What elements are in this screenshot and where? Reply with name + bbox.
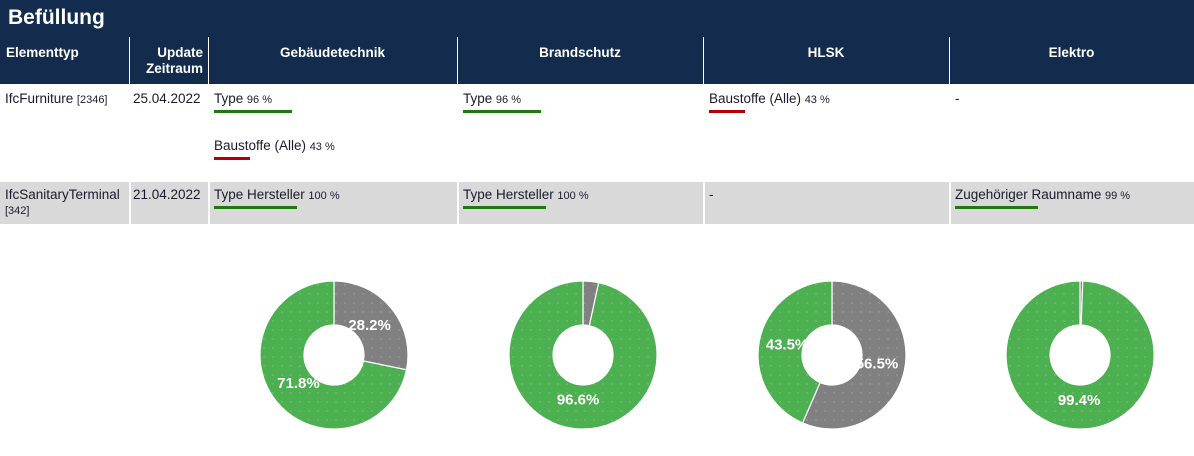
svg-text:28.2%: 28.2%	[348, 317, 391, 334]
svg-text:71.8%: 71.8%	[277, 375, 320, 392]
svg-text:99.4%: 99.4%	[1058, 392, 1101, 409]
svg-text:43.5%: 43.5%	[766, 337, 809, 354]
svg-text:56.5%: 56.5%	[856, 355, 899, 372]
svg-text:96.6%: 96.6%	[557, 392, 600, 409]
